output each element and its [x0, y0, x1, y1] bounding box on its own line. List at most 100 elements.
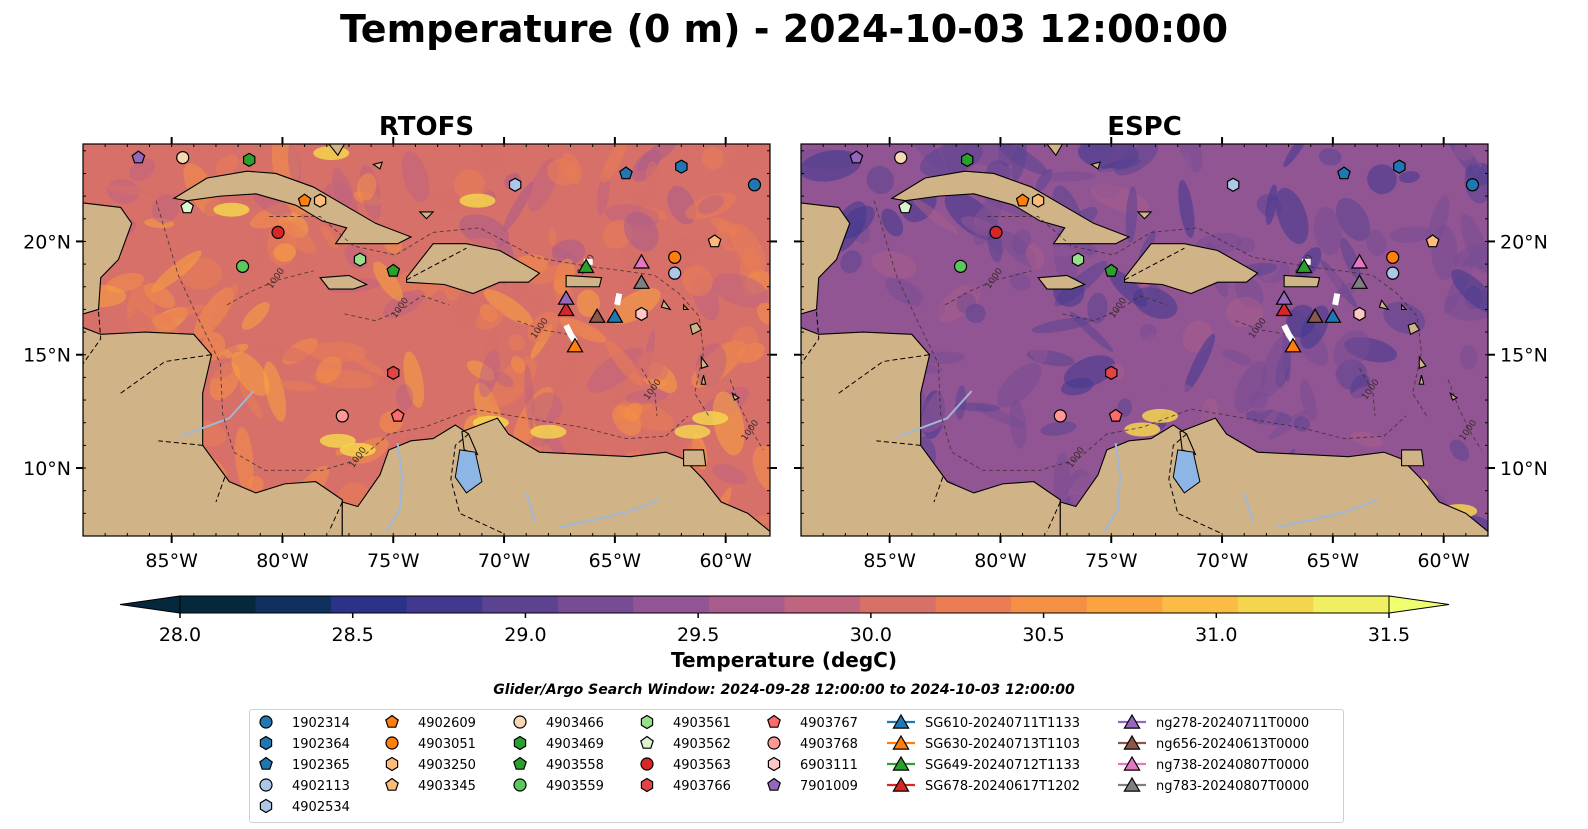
- legend-label: 4903469: [546, 737, 604, 752]
- legend-entries: 1902314 1902364 1902365 4902113 4902534 49026…: [259, 713, 1309, 815]
- country-border: [83, 311, 102, 365]
- country-border: [1046, 501, 1061, 532]
- float-marker-6903111: [1353, 306, 1366, 322]
- legend-marker: [892, 776, 910, 792]
- colorbar-tick-label: 31.0: [1195, 624, 1237, 646]
- glider-marker-ng656-20240613T0000: [1306, 307, 1324, 323]
- lake-maracaibo: [1172, 449, 1201, 494]
- y-tick-label: 10°N: [23, 458, 71, 480]
- legend-label: 4903768: [800, 737, 858, 752]
- legend-entry: 4902609: [385, 714, 476, 731]
- float-marker-4903563: [271, 225, 285, 239]
- float-marker-7901009: [849, 150, 864, 164]
- legend-marker: [1123, 713, 1141, 729]
- figure-title: Temperature (0 m) - 2024-10-03 12:00:00: [340, 7, 1228, 51]
- legend-entry: SG649-20240712T1133: [887, 755, 1080, 773]
- y-tick-label: 15°N: [1500, 345, 1548, 367]
- legend-label: 4903559: [546, 779, 604, 794]
- y-tick-label: 20°N: [23, 231, 71, 253]
- float-marker-4903768: [335, 409, 349, 423]
- legend-entry: 4903767: [767, 714, 858, 731]
- float-marker-4902534: [508, 177, 522, 192]
- colorbar-segment: [633, 596, 710, 613]
- legend-marker: [1123, 755, 1141, 771]
- glider-markers: [1275, 253, 1369, 353]
- glider-marker-ng783-20240807T0000: [632, 273, 651, 289]
- float-marker-4903469: [960, 152, 974, 167]
- legend-marker: [385, 777, 399, 791]
- legend-entry: 4903559: [513, 778, 604, 794]
- float-marker-4903767: [390, 408, 405, 422]
- float-marker-4902609: [1015, 193, 1030, 207]
- legend-marker: [892, 755, 910, 771]
- legend-entry: SG678-20240617T1202: [887, 776, 1080, 794]
- country-border: [1124, 247, 1185, 281]
- argo-float-markers: [849, 150, 1480, 423]
- legend-entry: 4902113: [259, 778, 350, 794]
- legend-label: SG630-20240713T1103: [925, 737, 1080, 752]
- glider-marker-ng278-20240711T0000: [557, 289, 575, 305]
- legend-marker: [513, 778, 527, 792]
- glider-marker-ng738-20240807T0000: [632, 253, 651, 269]
- country-border: [801, 311, 820, 365]
- legend-label: 1902364: [292, 737, 350, 752]
- x-tick-label: 80°W: [974, 550, 1027, 572]
- legend-label: 4903561: [673, 716, 731, 731]
- glider-marker-SG649-20240712T1133: [1295, 258, 1313, 274]
- legend-entry: ng278-20240711T0000: [1118, 713, 1309, 731]
- float-marker-4903766: [1104, 365, 1118, 380]
- float-marker-1902365: [1337, 166, 1351, 180]
- platform-legend: 1902314 1902364 1902365 4902113 4902534 49026…: [249, 709, 1344, 823]
- river: [1103, 442, 1122, 532]
- legend-label: SG678-20240617T1202: [925, 779, 1080, 794]
- legend-entry: 4903345: [385, 777, 476, 794]
- float-marker-4903561: [353, 252, 367, 267]
- float-marker-4903250: [313, 193, 327, 208]
- float-marker-4903561: [1071, 252, 1085, 267]
- float-marker-4903250: [1031, 193, 1045, 208]
- country-border: [406, 247, 467, 281]
- legend-marker: [892, 713, 910, 729]
- float-marker-4902113: [1386, 266, 1400, 280]
- legend-entry: 4903561: [640, 714, 731, 731]
- float-marker-4903562: [180, 200, 195, 214]
- legend-label: SG649-20240712T1133: [925, 758, 1080, 773]
- float-marker-4903562: [898, 200, 913, 214]
- legend-marker: [1123, 734, 1141, 750]
- legend-label: 4902113: [292, 779, 350, 794]
- colorbar-segment: [482, 596, 559, 613]
- float-marker-4903051: [668, 250, 682, 264]
- legend-marker: [259, 756, 273, 770]
- float-marker-4902534: [1226, 177, 1240, 192]
- glider-marker-ng278-20240711T0000: [1275, 289, 1293, 305]
- legend-marker: [640, 757, 654, 771]
- map-frame: [800, 143, 1489, 537]
- colorbar-segment: [708, 596, 785, 613]
- float-marker-4903559: [953, 259, 968, 273]
- espc-map-panel: 100010001000100010001000100085°W80°W75°W…: [794, 112, 1548, 572]
- legend-label: 4902534: [292, 800, 350, 815]
- colorbar-tick-label: 28.0: [159, 624, 201, 646]
- legend-entry: ng783-20240807T0000: [1118, 776, 1309, 794]
- land-masses: [83, 144, 770, 536]
- glider-marker-SG630-20240713T1103: [1284, 337, 1302, 353]
- glider-markers: [557, 253, 651, 353]
- country-border: [328, 501, 343, 532]
- colorbar-segment: [1086, 596, 1163, 613]
- land-masses: [801, 144, 1488, 536]
- legend-label: 4903563: [673, 758, 731, 773]
- minor-ticks: [800, 144, 1489, 537]
- legend-entry: 4903558: [513, 756, 604, 773]
- float-marker-4902113: [668, 266, 682, 280]
- legend-entry: 6903111: [767, 756, 858, 773]
- x-tick-label: 75°W: [367, 550, 420, 572]
- colorbar: 28.0 28.5 29.0 29.5 30.0 30.5 31.0 31.5: [119, 595, 1450, 646]
- legend-label: ng656-20240613T0000: [1156, 737, 1309, 752]
- legend-entry: 1902365: [259, 756, 350, 773]
- float-marker-4903466: [176, 150, 190, 165]
- y-tick-label: 15°N: [23, 345, 71, 367]
- colorbar-segment: [1162, 596, 1239, 613]
- glider-track: [614, 292, 623, 306]
- legend-entry: 4902534: [259, 798, 350, 815]
